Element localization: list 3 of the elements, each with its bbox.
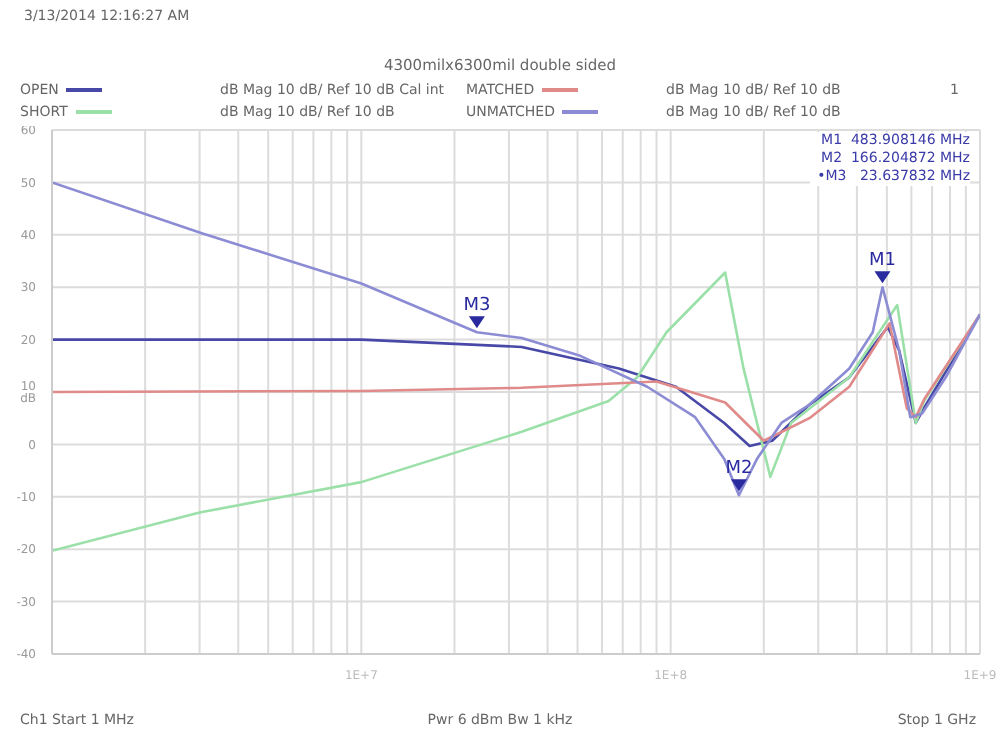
annotation: M3 (463, 296, 491, 317)
annotation: M1 (868, 251, 896, 272)
annotation: M2 (725, 459, 753, 480)
